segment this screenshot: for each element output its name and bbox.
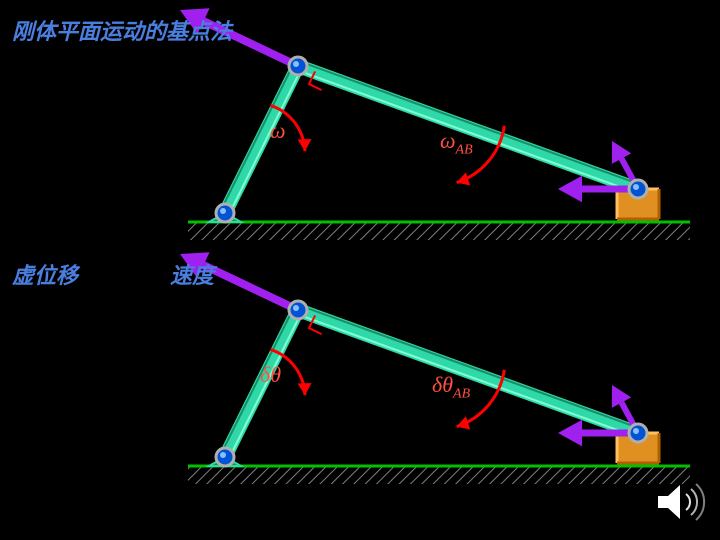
label-omegaAB-bottom: δθAB [432,372,470,402]
speaker-icon [656,480,708,524]
diagram-canvas [0,0,720,540]
label-omegaAB-top: ωAB [440,128,473,158]
title-top: 刚体平面运动的基点法 [12,14,232,46]
title-bottom-right: 速度 [170,258,214,290]
label-omega-top: ω [270,118,286,148]
title-bottom-left: 虚位移 [12,258,78,290]
label-omega-bottom: δθ [260,362,281,392]
